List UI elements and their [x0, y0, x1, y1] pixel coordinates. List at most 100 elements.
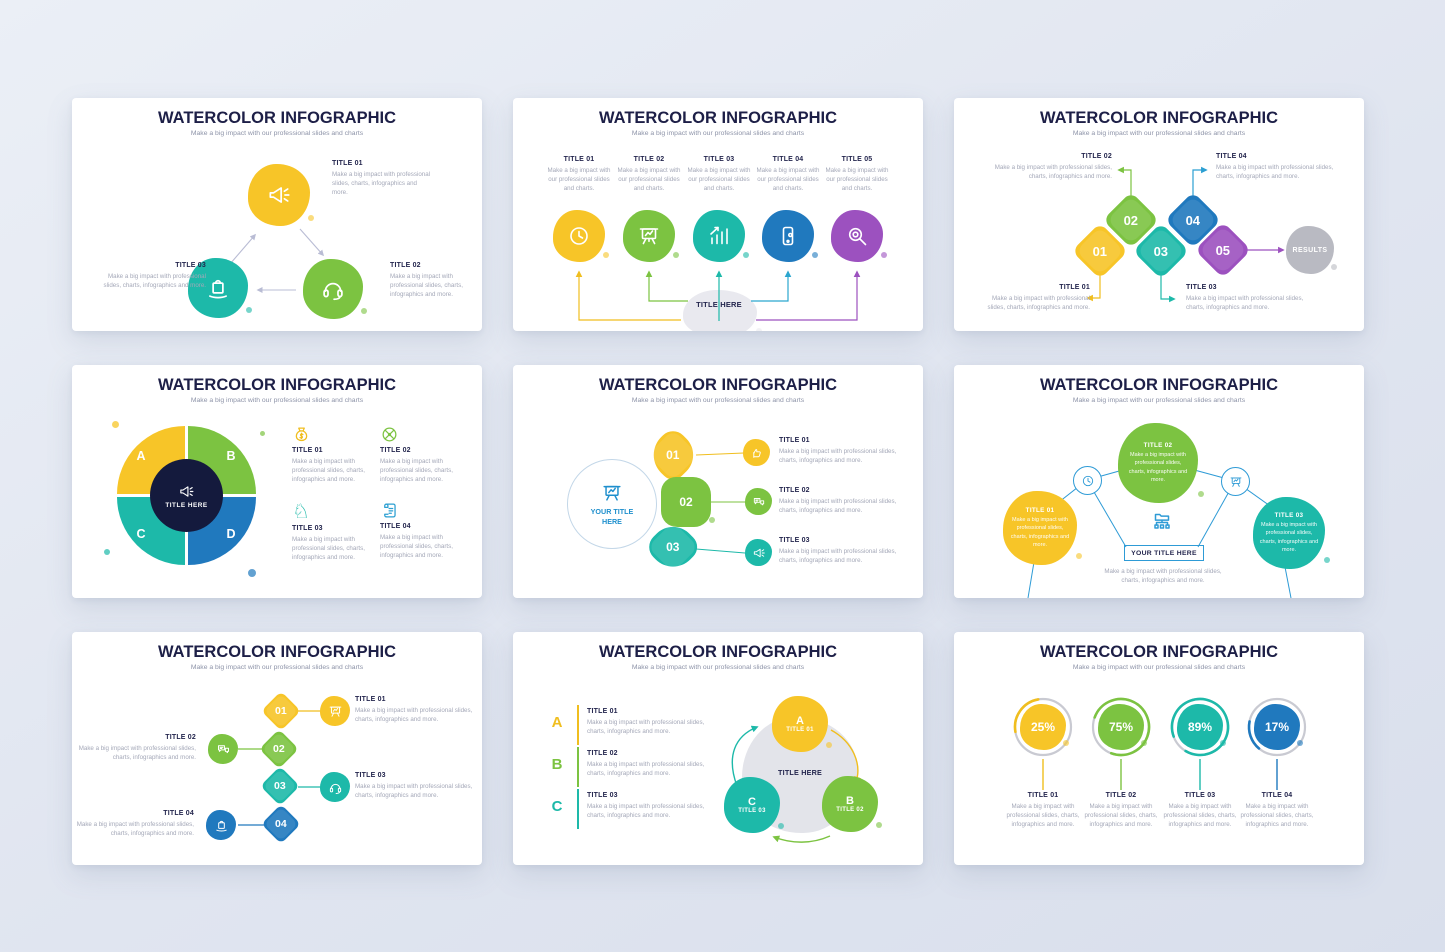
chat-bubbles-icon: [752, 495, 766, 509]
blob-title: TITLE 02: [1143, 442, 1173, 449]
chat-icon-circle: [745, 488, 772, 515]
easel-icon: [1229, 475, 1243, 489]
center-label: TITLE HERE: [165, 501, 208, 509]
slide-9-progress4[interactable]: WATERCOLOR INFOGRAPHIC Make a big impact…: [954, 632, 1364, 865]
item-desc: Make a big impact with professional slid…: [76, 820, 194, 837]
step-desc: Make a big impact with our professional …: [617, 166, 681, 193]
title-circle: YOUR TITLE HERE: [567, 459, 657, 549]
segment-letter: D: [226, 527, 236, 541]
slide-6-arc3[interactable]: WATERCOLOR INFOGRAPHIC Make a big impact…: [954, 365, 1364, 598]
watercolor-blob-2: TITLE 02 Make a big impact with professi…: [1118, 423, 1204, 503]
item-block: TITLE 04 Make a big impact with professi…: [72, 810, 194, 838]
segment-letter: A: [136, 449, 146, 463]
easel-icon: [601, 482, 623, 504]
blob-desc: Make a big impact with professional slid…: [1259, 522, 1319, 553]
slide-subheading: Make a big impact with our professional …: [190, 664, 364, 671]
slide-8-cycle-abc[interactable]: WATERCOLOR INFOGRAPHIC Make a big impact…: [513, 632, 923, 865]
item-desc: Make a big impact with professional slid…: [587, 802, 705, 819]
item-block: TITLE 02 Make a big impact with professi…: [74, 734, 196, 762]
list-item: TITLE 02 Make a big impact with professi…: [587, 750, 709, 778]
step-title: TITLE 02: [633, 156, 665, 163]
item-title: TITLE 04: [1261, 792, 1293, 799]
slide-7-zigzag4[interactable]: WATERCOLOR INFOGRAPHIC Make a big impact…: [72, 632, 482, 865]
item-block: TITLE 02 Make a big impact with professi…: [992, 153, 1112, 181]
target-icon: [380, 425, 399, 444]
slide-subheading: Make a big impact with our professional …: [1072, 130, 1246, 137]
progress-ring-4: [1247, 697, 1307, 757]
node-letter: C: [748, 796, 756, 808]
splatter-dot: [260, 431, 265, 436]
clock-icon: [567, 224, 591, 248]
shopping-bag-icon: [214, 818, 229, 833]
item-title: TITLE 02: [380, 447, 411, 454]
list-divider: [577, 747, 579, 787]
megaphone-icon: [266, 182, 292, 208]
item-title: TITLE 01: [1027, 792, 1059, 799]
item-desc: Make a big impact with professional slid…: [103, 272, 207, 289]
item-desc: Make a big impact with professional slid…: [994, 163, 1112, 180]
item-desc: Make a big impact with professional slid…: [380, 457, 453, 484]
item-block: TITLE 03 Make a big impact with professi…: [779, 537, 905, 565]
item-desc: Make a big impact with professional slid…: [779, 497, 897, 514]
cycle-node-b: B TITLE 02: [822, 776, 882, 832]
slide-heading: WATERCOLOR INFOGRAPHIC: [157, 109, 397, 127]
slide-heading: WATERCOLOR INFOGRAPHIC: [157, 643, 397, 661]
item-block: TITLE 01 Make a big impact with professi…: [976, 284, 1091, 312]
presentation-board-icon: [637, 224, 661, 248]
clock-icon-circle: [1073, 466, 1102, 495]
megaphone-icon: [752, 546, 766, 560]
number-shape-2: 02: [661, 477, 715, 527]
step-number: 01: [1092, 243, 1108, 259]
item-title: TITLE 01: [332, 160, 363, 167]
hand-icon-circle: [743, 439, 770, 466]
slide-2-steps5[interactable]: WATERCOLOR INFOGRAPHIC Make a big impact…: [513, 98, 923, 331]
item-title: TITLE 03: [1186, 284, 1217, 291]
item-title: TITLE 02: [779, 487, 810, 494]
headset-icon: [328, 780, 343, 795]
list-divider: [577, 789, 579, 829]
item-title: TITLE 04: [1216, 153, 1247, 160]
item-title: TITLE 04: [380, 523, 411, 530]
item-desc: Make a big impact with professional slid…: [1084, 802, 1158, 829]
step-number: 04: [275, 818, 287, 830]
slide-subheading: Make a big impact with our professional …: [1072, 664, 1246, 671]
step-number: 02: [679, 495, 693, 509]
watercolor-blob-step2: [303, 259, 368, 319]
blob-desc: Make a big impact with professional slid…: [1010, 517, 1070, 548]
item-desc: Make a big impact with professional slid…: [1186, 294, 1304, 311]
center-title: TITLE HERE: [778, 768, 822, 777]
step-block: TITLE 03 Make a big impact with our prof…: [685, 156, 753, 193]
slide-heading: WATERCOLOR INFOGRAPHIC: [1039, 643, 1279, 661]
item-block: TITLE 01 Make a big impact with professi…: [995, 792, 1091, 829]
list-letter-b: B: [551, 756, 563, 773]
slide-heading: WATERCOLOR INFOGRAPHIC: [1039, 109, 1279, 127]
item-desc: Make a big impact with professional slid…: [587, 718, 705, 735]
blob-desc: Make a big impact with professional slid…: [1128, 452, 1188, 483]
chat-icon-circle: [208, 734, 238, 764]
blob-title: TITLE 01: [1025, 507, 1055, 514]
slide-5-list3[interactable]: WATERCOLOR INFOGRAPHIC Make a big impact…: [513, 365, 923, 598]
item-title: TITLE 02: [1081, 153, 1112, 160]
splatter-dot: [248, 569, 256, 577]
item-title: TITLE 03: [292, 525, 323, 532]
slide-4-quadrant[interactable]: WATERCOLOR INFOGRAPHIC Make a big impact…: [72, 365, 482, 598]
item-title: TITLE 03: [779, 537, 810, 544]
step-title: TITLE 04: [772, 156, 804, 163]
node-label: TITLE 02: [836, 807, 864, 813]
item-title: TITLE 03: [1184, 792, 1216, 799]
slide-subheading: Make a big impact with our professional …: [1072, 397, 1246, 404]
easel-icon-circle: [1221, 467, 1250, 496]
headset-icon: [320, 276, 346, 302]
percent-blob-2: 75%: [1098, 704, 1148, 750]
item-block: TITLE 01 Make a big impact with professi…: [779, 437, 905, 465]
item-desc: Make a big impact with professional slid…: [1240, 802, 1314, 829]
item-desc: Make a big impact with professional slid…: [390, 272, 463, 299]
scroll-icon: [380, 501, 399, 520]
step-block: TITLE 05 Make a big impact with our prof…: [823, 156, 891, 193]
chess-knight-icon: ♘: [292, 499, 310, 523]
slide-3-diamonds5[interactable]: WATERCOLOR INFOGRAPHIC Make a big impact…: [954, 98, 1364, 331]
slide-1-cycle3[interactable]: WATERCOLOR INFOGRAPHIC Make a big impact…: [72, 98, 482, 331]
item-block: TITLE 01 Make a big impact with professi…: [292, 425, 378, 484]
center-desc: Make a big impact with professional slid…: [1104, 567, 1222, 584]
slide-subheading: Make a big impact with our professional …: [631, 130, 805, 137]
